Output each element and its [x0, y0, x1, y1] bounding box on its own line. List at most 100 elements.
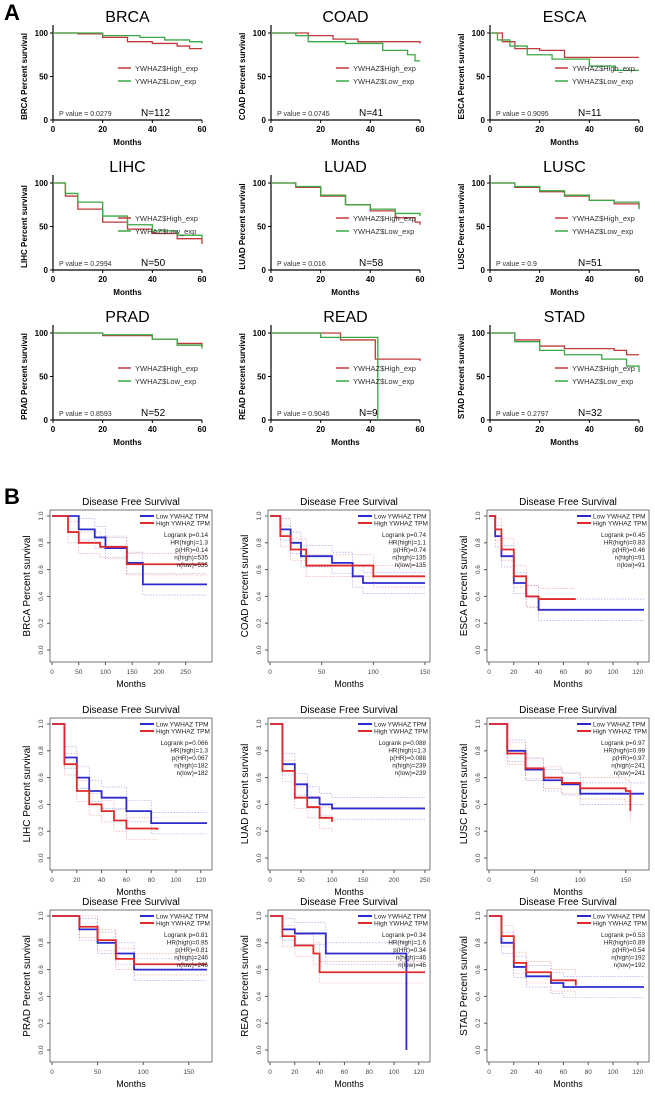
- y-axis-label: LIHC Percent survival: [20, 185, 29, 268]
- stat-text: Logrank p=0.74: [382, 532, 426, 539]
- legend-label: YWHAZ$High_exp: [353, 64, 416, 73]
- y-tick-label: 0.8: [256, 538, 263, 547]
- y-tick-label: 0: [262, 266, 267, 275]
- plot-title: READ: [323, 309, 367, 326]
- y-tick-label: 0.4: [38, 592, 45, 601]
- x-axis-label: Months: [553, 1079, 583, 1089]
- x-tick-label: 20: [98, 125, 107, 134]
- y-axis-label: LIHC Percent survival: [22, 746, 33, 843]
- x-tick-label: 80: [366, 1069, 374, 1076]
- confidence-band-high: [52, 723, 158, 820]
- x-tick-label: 40: [535, 669, 543, 676]
- x-tick-label: 100: [608, 1069, 619, 1076]
- x-axis-label: Months: [334, 1079, 364, 1089]
- stat-text: HR(high)=0.95: [167, 940, 209, 947]
- y-tick-label: 0: [44, 116, 49, 125]
- plot-title: LUSC: [543, 159, 586, 176]
- x-tick-label: 40: [366, 125, 375, 134]
- y-tick-label: 0.2: [475, 618, 482, 627]
- x-tick-label: 60: [635, 275, 644, 284]
- x-tick-label: 20: [535, 275, 544, 284]
- x-tick-label: 20: [535, 125, 544, 134]
- legend-label: High YWHAZ TPM: [374, 729, 428, 736]
- y-axis-label: ESCA Percent survival: [459, 536, 470, 637]
- y-tick-label: 0.4: [475, 592, 482, 601]
- panel-label-a: A: [4, 0, 20, 25]
- y-axis-label: BRCA Percent survival: [20, 33, 29, 120]
- x-tick-label: 60: [198, 425, 207, 434]
- y-tick-label: 100: [253, 329, 267, 338]
- stat-text: HR(high)=1.3: [170, 748, 208, 755]
- x-tick-label: 100: [138, 1069, 149, 1076]
- sample-size: N=51: [578, 258, 603, 269]
- x-tick-label: 100: [368, 669, 379, 676]
- legend-label: YWHAZ$Low_exp: [572, 377, 633, 386]
- legend-label: Low YWHAZ TPM: [156, 514, 209, 521]
- stat-text: n(low)=46: [398, 962, 426, 969]
- y-tick-label: 0.6: [256, 965, 263, 974]
- legend-label: High YWHAZ TPM: [156, 521, 210, 528]
- legend-label: YWHAZ$Low_exp: [353, 377, 414, 386]
- stat-text: n(high)=241: [611, 763, 645, 770]
- x-tick-label: 100: [171, 877, 182, 884]
- p-value: P value = 0.2994: [59, 261, 112, 268]
- legend-label: YWHAZ$High_exp: [135, 364, 198, 373]
- stat-text: p(HR)=0.46: [612, 547, 645, 554]
- legend-label: YWHAZ$High_exp: [572, 364, 635, 373]
- y-axis-label: READ Percent survival: [240, 935, 251, 1037]
- legend-label: Low YWHAZ TPM: [374, 722, 427, 729]
- x-axis-label: Months: [334, 679, 364, 689]
- curve-high-ywhaz: [489, 723, 632, 812]
- legend-label: High YWHAZ TPM: [593, 921, 647, 928]
- x-tick-label: 20: [316, 125, 325, 134]
- y-tick-label: 50: [39, 373, 48, 382]
- plot-title: COAD: [322, 9, 368, 26]
- curve-low-exp: [53, 32, 203, 44]
- km-plot-lusc: LUSC 0 50 100 0 20 40 60 Months LUSC Percent surv…: [457, 159, 644, 297]
- y-tick-label: 0.0: [38, 1045, 45, 1054]
- y-tick-label: 0.6: [38, 565, 45, 574]
- stat-text: n(high)=192: [611, 955, 645, 962]
- x-tick-label: 120: [195, 877, 206, 884]
- x-tick-label: 40: [366, 275, 375, 284]
- plot-title: LIHC: [109, 159, 145, 176]
- km-plot-esca: ESCA 0 50 100 0 20 40 60 Months ESCA Percent surv…: [457, 9, 644, 147]
- p-value: P value = 0.9045: [277, 411, 330, 418]
- stat-text: n(high)=135: [392, 555, 426, 562]
- stat-text: Logrank p=0.34: [382, 932, 426, 939]
- plot-frame: [267, 717, 431, 871]
- x-tick-label: 150: [183, 1069, 194, 1076]
- x-axis-label: Months: [331, 288, 360, 297]
- y-tick-label: 0.2: [475, 1018, 482, 1027]
- p-value: P value = 0.2797: [496, 411, 549, 418]
- stat-text: p(HR)=0.54: [612, 947, 645, 954]
- y-tick-label: 0.0: [38, 645, 45, 654]
- plot-title: Disease Free Survival: [82, 497, 180, 508]
- dfs-plot-coad: Disease Free Survival 0.0 0.2 0.4 0.6 0.8 1.0 0…: [240, 497, 431, 689]
- plot-title: PRAD: [105, 309, 149, 326]
- x-tick-label: 60: [198, 125, 207, 134]
- curve-high-ywhaz: [52, 723, 159, 830]
- x-tick-label: 60: [560, 669, 568, 676]
- y-tick-label: 0.2: [256, 1018, 263, 1027]
- stat-text: HR(high)=1.3: [170, 540, 208, 547]
- x-tick-label: 60: [416, 425, 425, 434]
- y-tick-label: 0: [481, 416, 486, 425]
- stat-text: n(low)=182: [177, 770, 209, 777]
- y-tick-label: 1.0: [475, 511, 482, 520]
- curve-low-ywhaz: [270, 515, 425, 584]
- curve-high-exp: [490, 182, 640, 208]
- x-tick-label: 0: [50, 877, 54, 884]
- km-plot-coad: COAD 0 50 100 0 20 40 60 Months COAD Percent surv…: [238, 9, 425, 147]
- dfs-plot-read: Disease Free Survival 0.0 0.2 0.4 0.6 0.8 1.0 0…: [240, 897, 431, 1089]
- plot-title: Disease Free Survival: [82, 705, 180, 716]
- y-tick-label: 0: [44, 266, 49, 275]
- y-tick-label: 0.6: [38, 773, 45, 782]
- stat-text: n(low)=91: [617, 562, 645, 569]
- sample-size: N=9: [359, 408, 378, 419]
- y-tick-label: 50: [476, 73, 485, 82]
- x-tick-label: 40: [316, 1069, 324, 1076]
- y-axis-label: PRAD Percent survival: [20, 333, 29, 420]
- y-axis-label: STAD Percent survival: [459, 936, 470, 1036]
